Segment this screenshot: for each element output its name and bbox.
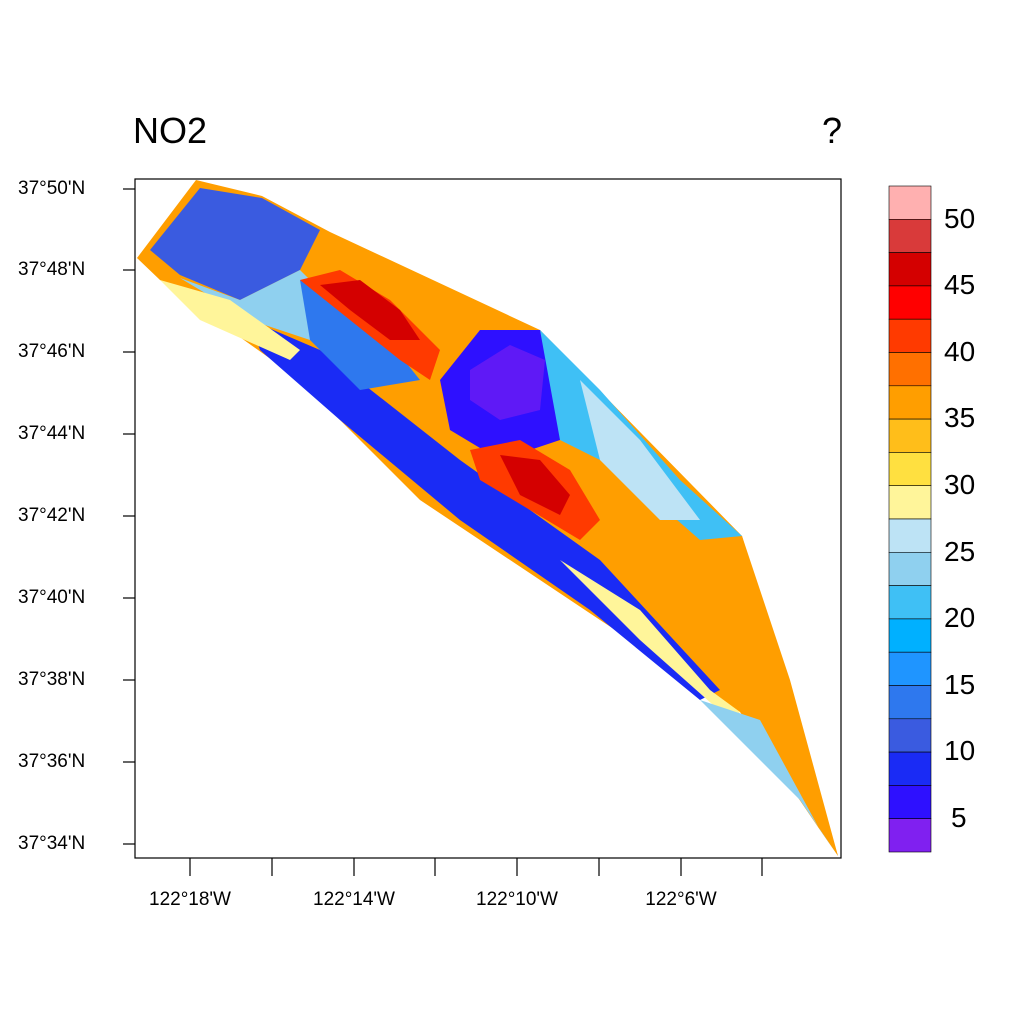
colorbar-swatch	[888, 185, 932, 220]
field-east-pale	[580, 380, 700, 520]
lat-ticks	[123, 188, 135, 845]
colorbar-swatch	[888, 385, 932, 420]
lat-label: 37°50'N	[18, 178, 86, 199]
colorbar-swatch	[888, 751, 932, 786]
field-high-south-core	[500, 455, 570, 515]
colorbar-swatch	[888, 618, 932, 653]
colorbar-swatch	[888, 285, 932, 320]
colorbar-label: 35	[944, 402, 976, 433]
map-frame	[134, 178, 842, 859]
field-high-west-inner	[320, 280, 420, 340]
colorbar-swatch	[888, 518, 932, 553]
colorbar-label: 50	[944, 203, 976, 234]
field-nw-light	[180, 270, 330, 340]
no2-field	[137, 180, 838, 856]
colorbar-swatch	[888, 318, 932, 353]
field-south-mid	[300, 280, 420, 390]
colorbar-label: 45	[944, 269, 976, 300]
colorbar-swatch	[888, 551, 932, 586]
lon-label: 122°6'W	[645, 889, 717, 910]
field-east-light	[540, 330, 742, 540]
lat-label: 37°46'N	[18, 341, 86, 362]
colorbar-swatch	[888, 485, 932, 520]
field-nw-urban	[150, 188, 320, 300]
colorbar-label: 20	[944, 602, 976, 633]
colorbar-swatch	[888, 452, 932, 486]
lat-label: 37°42'N	[18, 505, 86, 526]
lat-label: 37°38'N	[18, 669, 86, 690]
colorbar-swatch	[888, 252, 932, 287]
colorbar-label: 40	[944, 336, 976, 367]
lat-label: 37°34'N	[18, 833, 86, 854]
colorbar-swatch	[888, 219, 932, 253]
units-label: ?	[822, 110, 843, 151]
colorbar-swatch	[888, 718, 932, 753]
colorbar-label: 10	[944, 735, 976, 766]
colorbar-label: 5	[951, 802, 967, 833]
colorbar-swatch	[888, 785, 932, 820]
lat-label: 37°40'N	[18, 587, 86, 608]
colorbar-swatch	[888, 418, 932, 453]
colorbar-label: 15	[944, 669, 976, 700]
colorbar	[888, 185, 932, 853]
colorbar-swatch	[888, 651, 932, 686]
field-south-band	[250, 320, 720, 700]
field-yellow-east	[560, 560, 740, 720]
lon-label: 122°18'W	[149, 889, 231, 910]
colorbar-label: 30	[944, 469, 976, 500]
lat-label: 37°36'N	[18, 751, 86, 772]
lon-label: 122°10'W	[476, 889, 558, 910]
field-central-low-core	[470, 345, 545, 420]
lon-ticks	[189, 858, 763, 876]
lon-label: 122°14'W	[313, 889, 395, 910]
colorbar-swatch	[888, 685, 932, 720]
field-tail-orange	[730, 536, 838, 856]
lat-label: 37°44'N	[18, 423, 86, 444]
field-yellow-west	[160, 280, 300, 360]
colorbar-swatch	[888, 352, 932, 387]
lat-label: 37°48'N	[18, 259, 86, 280]
map-title: NO2	[133, 110, 208, 151]
colorbar-label: 25	[944, 536, 976, 567]
colorbar-swatch	[888, 818, 932, 853]
colorbar-swatch	[888, 585, 932, 620]
